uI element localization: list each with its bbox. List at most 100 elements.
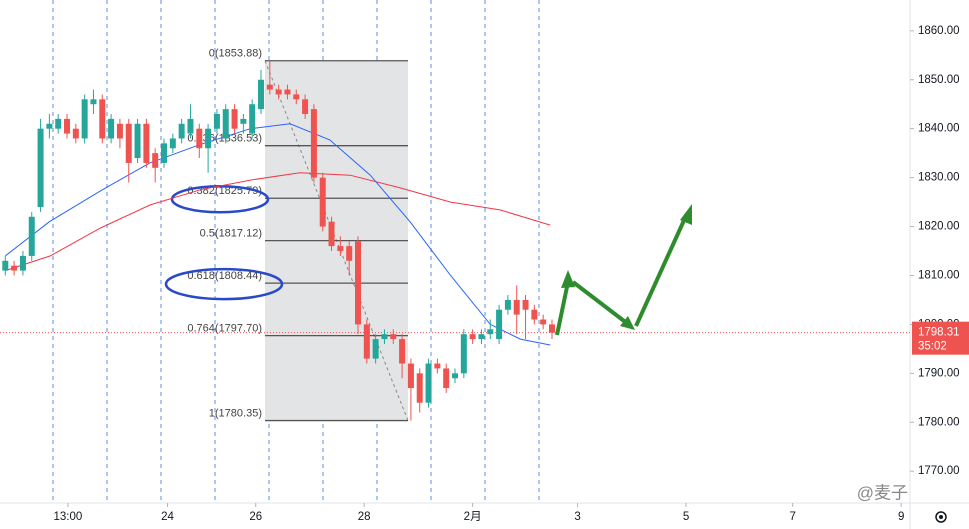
y-tick-label: 1820.00 xyxy=(918,221,960,233)
candle-body xyxy=(161,143,168,163)
fib-label: 0.5(1817.12) xyxy=(200,228,262,240)
x-tick-label: 13:00 xyxy=(54,511,83,523)
fib-label: 0.764(1797.70) xyxy=(187,323,262,335)
highlight-ellipse xyxy=(164,267,284,301)
y-tick-label: 1840.00 xyxy=(918,123,960,135)
candle-body xyxy=(548,324,555,333)
candle-body xyxy=(460,334,467,374)
candle-body xyxy=(178,123,185,139)
candle-body xyxy=(213,114,220,129)
x-tick-label: 28 xyxy=(358,511,371,523)
watermark: @麦子 xyxy=(857,483,908,502)
settings-icon[interactable] xyxy=(935,511,947,523)
x-tick-label: 24 xyxy=(161,511,174,523)
candle-body xyxy=(319,177,326,227)
candle-body xyxy=(346,246,353,261)
candle-body xyxy=(275,89,282,95)
candle-body xyxy=(390,334,397,340)
candle-body xyxy=(407,363,414,389)
arrowhead xyxy=(620,316,635,330)
candle-body xyxy=(37,128,44,207)
candle-body xyxy=(28,216,35,256)
moving-average xyxy=(5,172,551,272)
y-tick-label: 1770.00 xyxy=(918,465,960,477)
candle-body xyxy=(72,128,79,139)
candle-body xyxy=(19,255,26,271)
candle-body xyxy=(531,309,538,320)
price-tag-countdown: 35:02 xyxy=(918,341,947,353)
candle-body xyxy=(169,138,176,149)
x-tick-label: 3 xyxy=(574,511,580,523)
candle-body xyxy=(266,84,273,90)
fib-label: 1(1780.35) xyxy=(209,407,262,419)
candle-body xyxy=(205,128,212,149)
fib-label: 0.618(1808.44) xyxy=(187,270,262,282)
candle-body xyxy=(337,246,344,252)
candle-body xyxy=(469,334,476,340)
candle-body xyxy=(11,265,18,271)
candle-body xyxy=(355,241,362,325)
candle-body xyxy=(487,329,494,335)
candle-body xyxy=(399,339,406,364)
candle-body xyxy=(46,123,53,129)
candle-body xyxy=(231,109,238,129)
candle-body xyxy=(522,299,529,310)
y-tick-label: 1860.00 xyxy=(918,25,960,37)
x-tick-label: 26 xyxy=(249,511,262,523)
candle-body xyxy=(284,89,291,95)
candle-body xyxy=(363,324,370,359)
candle-body xyxy=(328,221,335,247)
candle-body xyxy=(381,334,388,340)
candle-body xyxy=(258,79,265,110)
candle-body xyxy=(302,99,309,115)
fib-label: 0(1853.88) xyxy=(209,48,262,60)
candle-body xyxy=(540,319,547,325)
candle-body xyxy=(125,123,132,163)
candle-body xyxy=(310,109,317,178)
x-tick-label: 7 xyxy=(790,511,796,523)
candle-body xyxy=(143,123,150,163)
price-tag-value: 1798.31 xyxy=(918,327,960,339)
x-tick-label: 9 xyxy=(898,511,904,523)
candle-body xyxy=(222,109,229,139)
y-tick-label: 1830.00 xyxy=(918,172,960,184)
candle-body xyxy=(293,94,300,100)
candle-body xyxy=(249,104,256,134)
candle-body xyxy=(2,260,9,271)
candle-body xyxy=(240,118,247,124)
candle-body xyxy=(55,118,62,129)
candle-body xyxy=(416,373,423,403)
candle-body xyxy=(108,118,115,139)
y-tick-label: 1780.00 xyxy=(918,416,960,428)
y-tick-label: 1850.00 xyxy=(918,74,960,86)
candle-body xyxy=(496,309,503,340)
candle-body xyxy=(64,118,71,134)
moving-average xyxy=(4,123,551,346)
candle-body xyxy=(513,299,520,315)
candle-body xyxy=(99,99,106,139)
arrowhead xyxy=(680,204,692,225)
x-tick-label: 2月 xyxy=(464,511,482,523)
y-tick-label: 1810.00 xyxy=(918,270,960,282)
candle-body xyxy=(196,128,203,149)
arrow-shaft xyxy=(634,215,688,327)
candle-body xyxy=(81,99,88,139)
candle-body xyxy=(116,123,123,139)
arrow-shaft xyxy=(571,280,630,326)
price-tag xyxy=(912,321,969,355)
candle-body xyxy=(478,334,485,340)
candle-body xyxy=(452,373,458,379)
candle-body xyxy=(372,339,379,359)
candle-body xyxy=(187,118,194,134)
candle-body xyxy=(152,153,159,168)
candle-body xyxy=(504,299,511,310)
candle-body xyxy=(134,123,141,159)
arrowhead xyxy=(561,270,575,288)
candle-body xyxy=(434,363,441,369)
candle-body xyxy=(425,363,432,403)
x-tick-label: 5 xyxy=(683,511,689,523)
candle-body xyxy=(443,368,450,389)
candle-body xyxy=(90,99,97,105)
y-tick-label: 1790.00 xyxy=(918,367,960,379)
